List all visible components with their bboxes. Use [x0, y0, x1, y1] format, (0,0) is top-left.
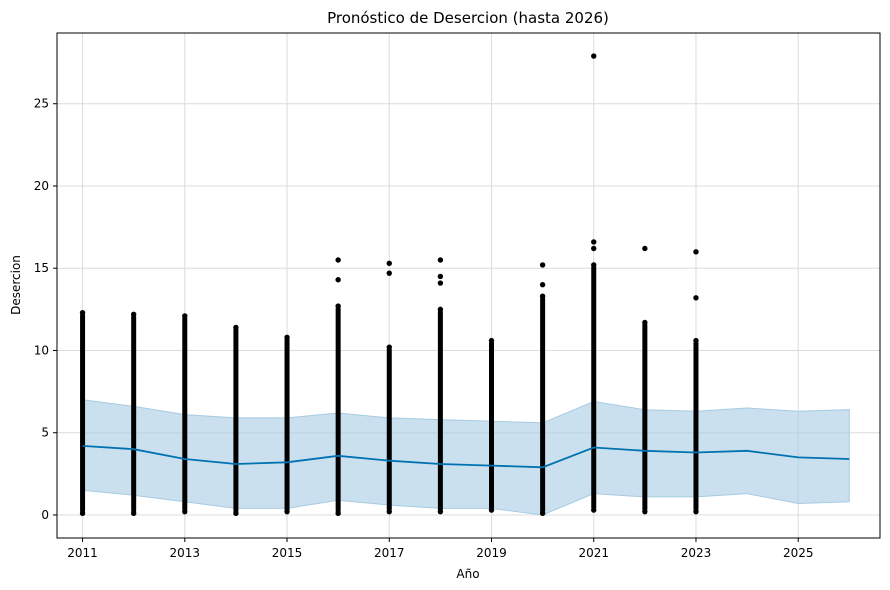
outlier-point — [539, 262, 546, 268]
dense-point-column — [386, 347, 392, 512]
data-point — [79, 510, 86, 517]
data-point — [386, 508, 392, 515]
data-point — [284, 334, 290, 341]
year-point-column — [79, 309, 86, 517]
outlier-point — [437, 257, 444, 263]
year-point-column — [233, 324, 239, 517]
data-point — [130, 311, 137, 317]
data-point — [130, 510, 137, 517]
data-point — [488, 337, 495, 344]
data-point — [233, 510, 239, 517]
data-point — [335, 303, 341, 309]
outlier-point — [386, 270, 392, 276]
data-point — [335, 510, 341, 517]
dense-point-column — [642, 322, 648, 512]
dense-point-column — [80, 312, 86, 514]
outlier-point — [591, 239, 597, 245]
dense-point-column — [335, 306, 341, 514]
year-point-column — [182, 313, 188, 515]
forecast-line — [82, 445, 850, 469]
outlier-point — [437, 280, 444, 286]
axis-ticks: 2011 2013 2015 2017 2019 2021 2023 202505101520… — [34, 97, 814, 560]
data-point — [591, 507, 597, 513]
x-tick-label: 2023 — [681, 546, 712, 560]
data-point — [233, 324, 239, 331]
data-point — [642, 319, 648, 326]
year-point-column — [284, 334, 290, 515]
outlier-point — [386, 260, 392, 266]
data-point — [539, 293, 546, 299]
data-point — [284, 508, 290, 515]
dense-point-column — [437, 309, 443, 512]
x-tick-label: 2019 — [476, 546, 507, 560]
year-point-column — [335, 257, 341, 517]
data-point — [79, 309, 86, 316]
dense-point-column — [131, 314, 137, 514]
outlier-point — [437, 273, 444, 280]
dense-point-column — [284, 337, 290, 512]
data-point — [591, 262, 597, 268]
data-point — [539, 510, 546, 517]
dense-point-column — [182, 315, 188, 512]
chart-title: Pronóstico de Desercion (hasta 2026) — [327, 9, 609, 27]
year-point-column — [539, 262, 546, 517]
y-tick-label: 10 — [34, 343, 49, 357]
data-point — [642, 508, 648, 515]
outlier-point — [591, 245, 597, 252]
dense-point-column — [693, 340, 699, 512]
outlier-point — [693, 249, 699, 255]
outlier-point — [539, 281, 546, 288]
y-tick-label: 25 — [34, 97, 49, 111]
outlier-point — [642, 245, 648, 252]
y-tick-label: 20 — [34, 179, 49, 193]
year-point-column — [642, 245, 648, 515]
x-axis-title: Año — [456, 567, 479, 581]
dense-point-column — [489, 340, 495, 511]
y-axis-title: Desercion — [9, 255, 23, 315]
y-tick-label: 0 — [41, 508, 49, 522]
year-point-column — [437, 257, 444, 515]
year-point-column — [693, 249, 699, 515]
year-point-column — [488, 337, 495, 513]
x-tick-label: 2013 — [170, 546, 201, 560]
data-point — [182, 508, 188, 515]
data-point — [693, 337, 699, 344]
plot-frame — [56, 32, 881, 539]
x-tick-label: 2011 — [67, 546, 98, 560]
data-point — [437, 508, 444, 515]
data-point — [693, 508, 699, 515]
data-point — [182, 313, 188, 319]
y-tick-label: 5 — [41, 426, 49, 440]
outlier-point — [335, 277, 341, 283]
y-tick-label: 15 — [34, 261, 49, 275]
year-point-column — [386, 260, 392, 515]
dense-point-column — [540, 296, 546, 514]
outlier-point — [693, 295, 699, 301]
x-tick-label: 2025 — [783, 546, 814, 560]
data-point — [386, 344, 392, 350]
x-tick-label: 2015 — [272, 546, 303, 560]
outlier-point — [335, 257, 341, 263]
x-tick-label: 2021 — [578, 546, 609, 560]
dense-point-column — [591, 264, 597, 511]
data-point — [488, 507, 495, 513]
x-tick-label: 2017 — [374, 546, 405, 560]
dense-point-column — [233, 327, 239, 514]
observed-points — [79, 53, 699, 517]
data-point — [437, 306, 444, 313]
year-point-column — [130, 311, 137, 517]
uncertainty-interval-band — [82, 399, 850, 516]
outlier-point — [591, 53, 597, 59]
